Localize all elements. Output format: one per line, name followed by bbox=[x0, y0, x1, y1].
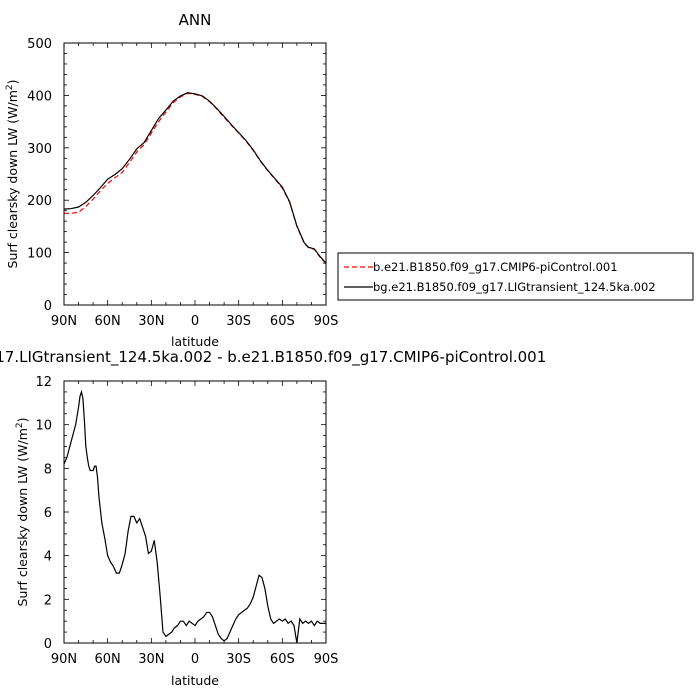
top-y-tick-label: 300 bbox=[27, 142, 52, 157]
legend-label-control: b.e21.B1850.f09_g17.CMIP6-piControl.001 bbox=[373, 260, 618, 274]
top-x-tick-label: 30S bbox=[226, 314, 251, 329]
top-panel: ANN latitude Surf clearsky down LW (W/m2… bbox=[5, 11, 338, 349]
top-x-tick-label: 30N bbox=[138, 314, 164, 329]
bottom-y-tick-label: 6 bbox=[44, 506, 52, 521]
top-plot-frame bbox=[63, 42, 327, 306]
bottom-x-ticks: 90N 60N 30N 0 30S 60S 90S bbox=[51, 381, 339, 667]
top-x-tick-label: 0 bbox=[191, 314, 199, 329]
top-series-line-1 bbox=[63, 92, 327, 264]
top-x-tick-label: 60S bbox=[270, 314, 295, 329]
bottom-x-axis-label: latitude bbox=[171, 673, 219, 688]
top-y-tick-label: 200 bbox=[27, 194, 52, 209]
legend: b.e21.B1850.f09_g17.CMIP6-piControl.001 … bbox=[337, 252, 694, 301]
top-x-axis-label: latitude bbox=[171, 334, 219, 349]
bottom-series-line-0 bbox=[63, 389, 326, 644]
bottom-x-tick-label: 90N bbox=[51, 652, 77, 667]
bottom-y-axis-label: Surf clearsky down LW (W/m2) bbox=[15, 418, 30, 607]
top-y-tick-label: 100 bbox=[27, 247, 52, 262]
bottom-y-tick-label: 8 bbox=[44, 462, 52, 477]
top-y-tick-label: 400 bbox=[27, 89, 52, 104]
top-y-axis-label: Surf clearsky down LW (W/m2) bbox=[5, 80, 20, 269]
bottom-chart-title: bg.e21.B1850.f09_g17.LIGtransient_124.5k… bbox=[0, 348, 546, 367]
bottom-x-tick-label: 30N bbox=[138, 652, 164, 667]
top-x-ticks: 90N 60N 30N 0 30S 60S 90S bbox=[51, 43, 339, 329]
bottom-x-tick-label: 0 bbox=[191, 652, 199, 667]
top-y-ticks: 0 100 200 300 400 500 bbox=[27, 37, 326, 314]
bottom-y-tick-label: 4 bbox=[44, 550, 52, 565]
bottom-y-tick-label: 2 bbox=[44, 593, 52, 608]
bottom-x-tick-label: 60S bbox=[270, 652, 295, 667]
top-plot-area bbox=[63, 92, 327, 265]
top-y-tick-label: 0 bbox=[44, 299, 52, 314]
legend-box bbox=[337, 252, 694, 301]
top-x-tick-label: 60N bbox=[95, 314, 121, 329]
top-y-tick-label: 500 bbox=[27, 37, 52, 52]
bottom-y-tick-label: 10 bbox=[35, 419, 52, 434]
bottom-panel: bg.e21.B1850.f09_g17.LIGtransient_124.5k… bbox=[0, 348, 546, 688]
top-chart-title: ANN bbox=[179, 11, 212, 29]
top-series-line-0 bbox=[64, 92, 327, 265]
bottom-plot-frame bbox=[63, 380, 327, 644]
bottom-y-ticks: 0 2 4 6 8 10 12 bbox=[35, 375, 326, 652]
top-x-tick-label: 90S bbox=[314, 314, 339, 329]
bottom-y-tick-label: 12 bbox=[35, 375, 52, 390]
legend-label-lig: bg.e21.B1850.f09_g17.LIGtransient_124.5k… bbox=[373, 280, 656, 294]
bottom-plot-area bbox=[63, 389, 326, 644]
bottom-x-tick-label: 60N bbox=[95, 652, 121, 667]
bottom-y-tick-label: 0 bbox=[44, 637, 52, 652]
bottom-x-tick-label: 90S bbox=[314, 652, 339, 667]
bottom-x-tick-label: 30S bbox=[226, 652, 251, 667]
top-x-tick-label: 90N bbox=[51, 314, 77, 329]
